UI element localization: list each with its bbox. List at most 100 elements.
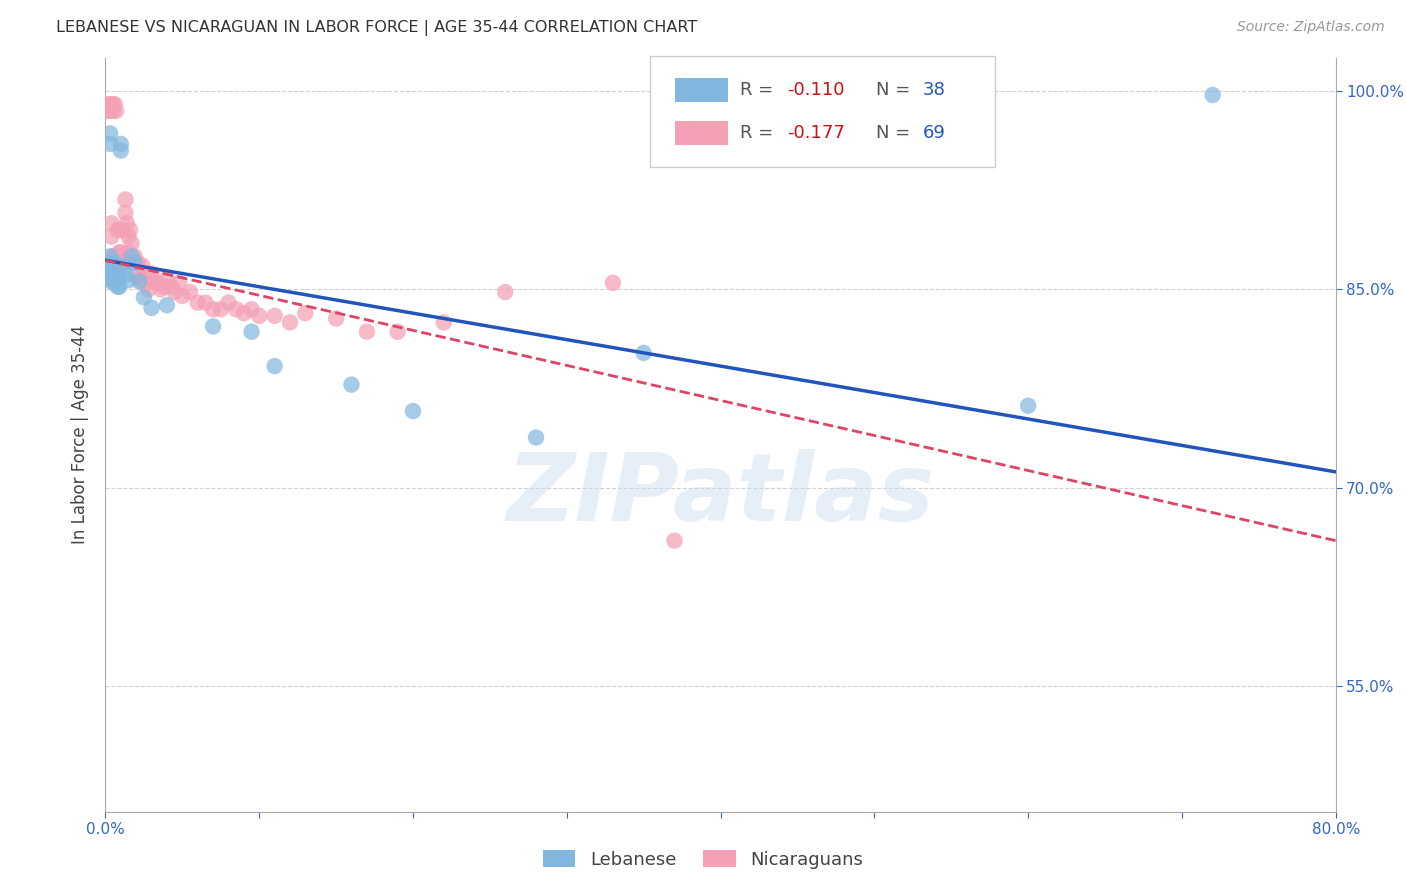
Point: [97, 103, 120, 118]
Text: N =: N =: [876, 124, 915, 143]
Point: [225, 302, 247, 317]
FancyBboxPatch shape: [651, 55, 995, 168]
Point: [433, 315, 456, 329]
Point: [101, 267, 124, 281]
Point: [278, 315, 301, 329]
Point: [110, 144, 132, 158]
Point: [104, 267, 127, 281]
Point: [138, 282, 160, 296]
Point: [107, 262, 129, 277]
Point: [240, 302, 263, 317]
Text: -0.110: -0.110: [787, 80, 845, 99]
Point: [112, 260, 135, 274]
Point: [111, 223, 134, 237]
Point: [117, 273, 139, 287]
Point: [105, 249, 128, 263]
Point: [125, 269, 148, 284]
Point: [98, 126, 121, 140]
Point: [105, 267, 128, 281]
Point: [100, 229, 122, 244]
Point: [107, 249, 129, 263]
Point: [187, 295, 209, 310]
Point: [101, 97, 124, 112]
Point: [602, 276, 624, 290]
FancyBboxPatch shape: [675, 78, 728, 102]
Point: [98, 103, 121, 118]
Point: [356, 325, 378, 339]
Point: [194, 295, 217, 310]
Point: [132, 276, 155, 290]
Point: [124, 249, 146, 263]
Point: [104, 256, 127, 270]
Text: R =: R =: [741, 80, 779, 99]
Y-axis label: In Labor Force | Age 35-44: In Labor Force | Age 35-44: [72, 326, 90, 544]
Point: [402, 404, 425, 418]
Point: [121, 236, 143, 251]
Point: [114, 268, 136, 282]
Point: [107, 272, 129, 286]
Point: [387, 325, 409, 339]
Text: 69: 69: [922, 124, 945, 143]
Point: [218, 295, 240, 310]
Point: [247, 309, 270, 323]
Point: [209, 302, 232, 317]
Point: [132, 290, 155, 304]
Point: [110, 136, 132, 151]
Point: [96, 259, 118, 273]
Point: [156, 272, 179, 286]
Point: [105, 275, 128, 289]
Point: [101, 276, 124, 290]
Point: [117, 229, 139, 244]
Point: [240, 325, 263, 339]
Point: [524, 430, 547, 444]
Point: [202, 302, 225, 317]
Point: [163, 285, 186, 299]
Point: [128, 272, 150, 286]
Point: [136, 267, 159, 281]
Point: [98, 97, 121, 112]
Point: [110, 223, 132, 237]
Point: [120, 223, 141, 237]
Text: 38: 38: [922, 80, 945, 99]
Point: [664, 533, 686, 548]
Point: [115, 216, 138, 230]
Point: [100, 273, 122, 287]
Point: [98, 136, 121, 151]
Point: [294, 306, 316, 320]
Point: [325, 311, 347, 326]
Point: [146, 276, 169, 290]
Point: [108, 259, 131, 273]
Text: Source: ZipAtlas.com: Source: ZipAtlas.com: [1237, 20, 1385, 34]
Point: [202, 319, 225, 334]
Point: [149, 282, 172, 296]
Point: [160, 279, 183, 293]
Point: [127, 256, 149, 270]
Point: [98, 249, 121, 263]
Point: [97, 97, 120, 112]
Point: [153, 279, 176, 293]
Point: [108, 245, 131, 260]
Text: LEBANESE VS NICARAGUAN IN LABOR FORCE | AGE 35-44 CORRELATION CHART: LEBANESE VS NICARAGUAN IN LABOR FORCE | …: [56, 20, 697, 36]
Point: [114, 193, 136, 207]
Point: [494, 285, 516, 299]
Point: [100, 264, 122, 278]
Point: [1017, 399, 1039, 413]
Point: [108, 279, 131, 293]
Point: [128, 275, 150, 289]
Point: [122, 256, 145, 270]
Text: N =: N =: [876, 80, 915, 99]
Point: [1201, 88, 1223, 103]
Point: [107, 223, 129, 237]
Text: ZIPatlas: ZIPatlas: [506, 450, 935, 541]
FancyBboxPatch shape: [675, 121, 728, 145]
Point: [141, 301, 163, 315]
Text: R =: R =: [741, 124, 779, 143]
Legend: Lebanese, Nicaraguans: Lebanese, Nicaraguans: [536, 843, 870, 876]
Point: [100, 216, 122, 230]
Point: [107, 279, 129, 293]
Point: [97, 267, 120, 281]
Point: [179, 285, 201, 299]
Point: [104, 97, 127, 112]
Point: [105, 103, 128, 118]
Point: [143, 276, 166, 290]
